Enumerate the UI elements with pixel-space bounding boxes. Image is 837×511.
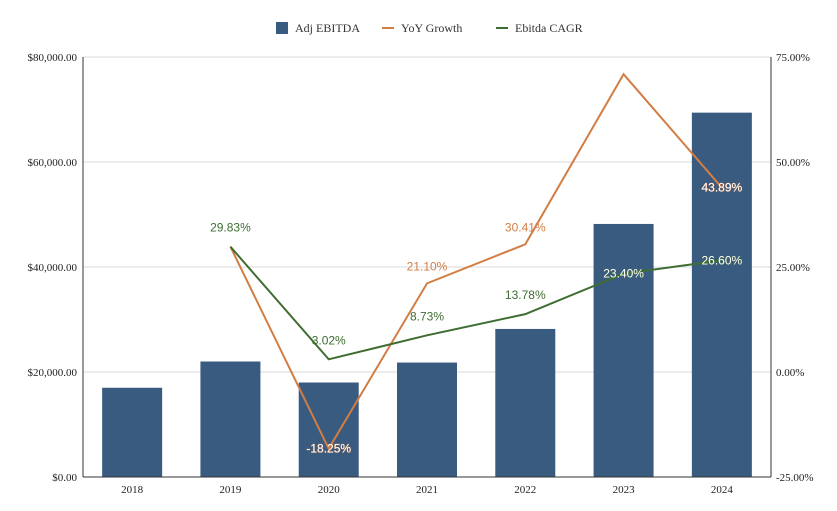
bar-2022 <box>495 328 556 477</box>
data-label: 13.78% <box>505 288 546 302</box>
data-label: 26.60% <box>702 253 743 267</box>
x-tick-label: 2018 <box>121 484 144 496</box>
legend-label: YoY Growth <box>401 21 462 35</box>
data-label: -18.25% <box>306 442 351 456</box>
y-right-tick-label: 75.00% <box>776 52 810 64</box>
line-ebitda-cagr <box>229 246 722 361</box>
data-label: 43.89% <box>702 181 743 195</box>
y-right-tick-label: -25.00% <box>776 472 814 484</box>
legend-label: Adj EBITDA <box>295 21 360 35</box>
y-left-tick-label: $60,000.00 <box>28 157 78 169</box>
data-label: 23.40% <box>603 267 644 281</box>
x-tick-label: 2021 <box>416 484 438 496</box>
x-tick-label: 2024 <box>711 484 734 496</box>
data-label: 21.10% <box>407 259 448 273</box>
x-tick-label: 2022 <box>514 484 536 496</box>
y-right-tick-label: 25.00% <box>776 262 810 274</box>
y-left-tick-label: $0.00 <box>52 472 77 484</box>
legend: Adj EBITDA YoY Growth Ebitda CAGR <box>276 21 583 35</box>
bar-2020 <box>298 382 359 477</box>
data-labels: -18.25% 21.10% 30.41% 43.89% 29.83% 3.02% 8.73… <box>210 180 743 456</box>
y-left-tick-label: $40,000.00 <box>28 262 78 274</box>
x-tick-label: 2020 <box>318 484 341 496</box>
data-label: 29.83% <box>210 221 251 235</box>
y-left-tick-label: $80,000.00 <box>28 52 78 64</box>
y-left-tick-label: $20,000.00 <box>28 367 78 379</box>
line-yoy-growth <box>229 72 723 451</box>
data-label: 30.41% <box>505 220 546 234</box>
bar-2024 <box>691 112 752 478</box>
bar-2021 <box>397 362 457 477</box>
data-label: 3.02% <box>312 333 346 347</box>
bar-2023 <box>593 223 654 477</box>
y-right-tick-label: 50.00% <box>776 157 810 169</box>
gridlines <box>83 56 771 373</box>
line-series <box>229 72 723 451</box>
legend-swatch <box>276 22 288 34</box>
x-tick-label: 2023 <box>613 484 636 496</box>
axes: $0.00 $20,000.00 $40,000.00 $60,000.00 $80,0… <box>28 52 814 496</box>
y-right-tick-label: 0.00% <box>776 367 804 379</box>
bar-2018 <box>102 387 163 477</box>
x-tick-label: 2019 <box>219 484 242 496</box>
bar-series-adj-ebitda <box>102 112 752 478</box>
data-label: 8.73% <box>410 309 444 323</box>
bar-2019 <box>200 361 261 477</box>
legend-label: Ebitda CAGR <box>515 21 583 35</box>
